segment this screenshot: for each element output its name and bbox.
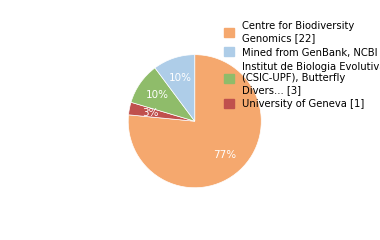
- Text: 10%: 10%: [169, 73, 192, 83]
- Wedge shape: [155, 55, 195, 121]
- Wedge shape: [128, 102, 195, 121]
- Text: 3%: 3%: [142, 108, 158, 118]
- Wedge shape: [128, 55, 261, 188]
- Legend: Centre for Biodiversity
Genomics [22], Mined from GenBank, NCBI [3], Institut de: Centre for Biodiversity Genomics [22], M…: [222, 19, 380, 111]
- Text: 10%: 10%: [146, 90, 169, 100]
- Wedge shape: [131, 68, 195, 121]
- Text: 77%: 77%: [214, 150, 237, 160]
